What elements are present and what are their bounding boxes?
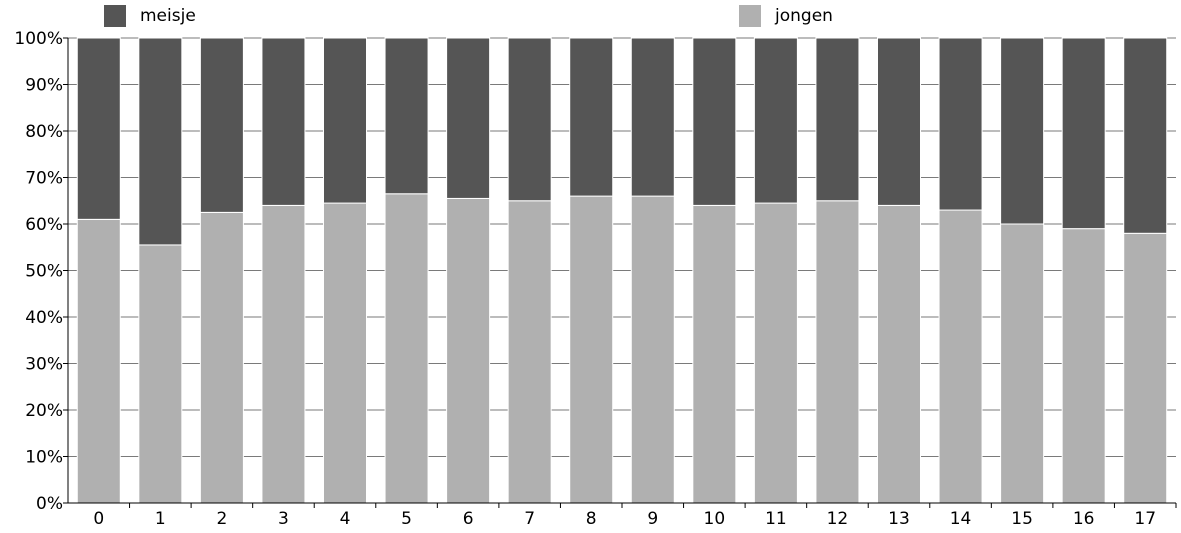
bar-meisje-17 bbox=[1123, 37, 1168, 234]
y-tick-label-5: 50% bbox=[25, 262, 63, 282]
x-tick-label-4: 4 bbox=[340, 509, 351, 528]
x-tick-label-16: 16 bbox=[1073, 509, 1095, 528]
bar-meisje-15 bbox=[1000, 37, 1045, 225]
legend-swatch-meisje bbox=[104, 5, 126, 27]
x-tick-label-11: 11 bbox=[765, 509, 787, 528]
bar-meisje-9 bbox=[630, 37, 675, 197]
bar-meisje-10 bbox=[692, 37, 737, 206]
y-tick-label-1: 10% bbox=[25, 448, 63, 468]
x-tick-label-5: 5 bbox=[401, 509, 412, 528]
bar-jongen-13 bbox=[877, 204, 921, 504]
bar-jongen-8 bbox=[569, 195, 614, 504]
bar-jongen-1 bbox=[138, 244, 183, 504]
legend-item-meisje: meisje bbox=[104, 4, 196, 28]
bar-jongen-14 bbox=[938, 209, 983, 504]
bar-jongen-15 bbox=[1000, 223, 1045, 504]
bar-meisje-12 bbox=[815, 37, 860, 202]
bar-jongen-17 bbox=[1123, 232, 1168, 504]
x-tick-label-3: 3 bbox=[278, 509, 289, 528]
x-tick-label-2: 2 bbox=[216, 509, 227, 528]
bar-jongen-16 bbox=[1061, 228, 1106, 504]
bar-jongen-4 bbox=[323, 202, 367, 504]
bar-meisje-8 bbox=[569, 37, 614, 197]
bar-meisje-11 bbox=[753, 37, 798, 204]
x-tick-label-0: 0 bbox=[93, 509, 104, 528]
bar-meisje-1 bbox=[138, 37, 183, 246]
y-tick-label-3: 30% bbox=[25, 355, 63, 375]
y-tick-label-9: 90% bbox=[25, 76, 63, 96]
x-tick-label-8: 8 bbox=[586, 509, 597, 528]
bar-jongen-5 bbox=[384, 193, 429, 504]
x-tick-label-10: 10 bbox=[704, 509, 726, 528]
y-tick-label-8: 80% bbox=[25, 122, 63, 142]
bar-meisje-0 bbox=[76, 37, 121, 220]
bar-meisje-16 bbox=[1061, 37, 1106, 230]
x-tick-label-9: 9 bbox=[647, 509, 658, 528]
bar-jongen-7 bbox=[507, 200, 552, 504]
x-tick-label-6: 6 bbox=[463, 509, 474, 528]
bars bbox=[76, 37, 1168, 504]
y-tick-label-6: 60% bbox=[25, 215, 63, 235]
bar-meisje-14 bbox=[938, 37, 983, 211]
bar-meisje-2 bbox=[199, 37, 244, 213]
bar-jongen-11 bbox=[753, 202, 798, 504]
bar-jongen-12 bbox=[815, 200, 860, 504]
x-tick-label-15: 15 bbox=[1011, 509, 1033, 528]
x-tick-label-7: 7 bbox=[524, 509, 535, 528]
y-tick-label-4: 40% bbox=[25, 308, 63, 328]
x-tick-label-14: 14 bbox=[950, 509, 972, 528]
legend-swatch-jongen bbox=[739, 5, 761, 27]
bar-meisje-4 bbox=[323, 37, 367, 204]
legend-item-jongen: jongen bbox=[739, 4, 833, 28]
bar-jongen-3 bbox=[261, 204, 306, 504]
y-tick-label-0: 0% bbox=[36, 494, 63, 514]
x-tick-label-13: 13 bbox=[888, 509, 910, 528]
bar-jongen-0 bbox=[76, 218, 121, 504]
gridlines bbox=[68, 37, 1176, 504]
legend-label-meisje: meisje bbox=[140, 6, 196, 26]
legend-label-jongen: jongen bbox=[775, 6, 833, 26]
y-tick-label-7: 70% bbox=[25, 169, 63, 189]
y-tick-label-2: 20% bbox=[25, 401, 63, 421]
x-tick-label-1: 1 bbox=[155, 509, 166, 528]
y-tick-label-10: 100% bbox=[14, 29, 63, 49]
x-tick-label-12: 12 bbox=[827, 509, 849, 528]
bar-jongen-10 bbox=[692, 204, 737, 504]
bar-jongen-2 bbox=[199, 211, 244, 504]
bar-jongen-6 bbox=[446, 197, 491, 504]
bar-meisje-13 bbox=[877, 37, 921, 206]
bar-meisje-6 bbox=[446, 37, 491, 199]
axes: 0%10%20%30%40%50%60%70%80%90%100%0 1 2 3 4 5 6… bbox=[14, 29, 1177, 529]
bar-meisje-3 bbox=[261, 37, 306, 206]
bar-jongen-9 bbox=[630, 195, 675, 504]
bar-meisje-5 bbox=[384, 37, 429, 195]
bar-meisje-7 bbox=[507, 37, 552, 202]
x-tick-label-17: 17 bbox=[1134, 509, 1156, 528]
